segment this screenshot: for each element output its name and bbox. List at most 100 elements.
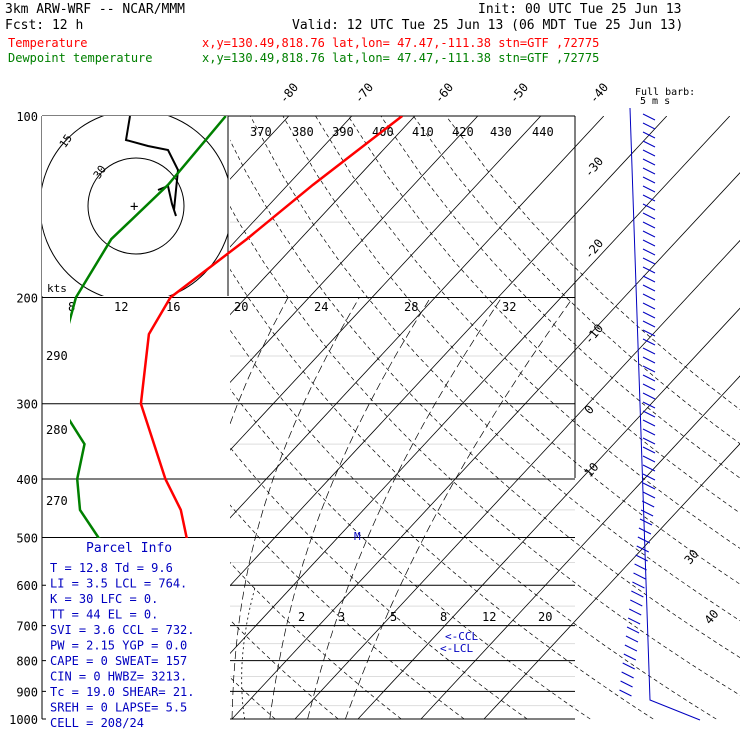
wind-barb — [642, 131, 656, 139]
top-isotherm-label: -70 — [352, 80, 377, 106]
wind-barb — [642, 122, 656, 130]
wind-barb — [642, 383, 656, 391]
hodograph-speed-tick: 32 — [502, 300, 516, 314]
theta-label: 420 — [452, 125, 474, 139]
mixing-ratio-label: 20 — [538, 610, 552, 624]
parcel-info-row: K = 30 LFC = 0. — [50, 592, 158, 606]
wind-barb — [642, 455, 656, 463]
theta-label: 380 — [292, 125, 314, 139]
wind-barb — [642, 320, 656, 328]
wind-barb — [642, 464, 656, 472]
pressure-tick-label: 400 — [16, 473, 38, 487]
wind-barb — [639, 518, 653, 526]
wind-barb — [642, 419, 656, 427]
wind-barb — [642, 176, 656, 184]
forecast-hour: Fcst: 12 h — [5, 18, 83, 33]
wind-barb — [642, 356, 656, 364]
wind-barb — [642, 410, 656, 418]
model-title: 3km ARW-WRF -- NCAR/MMM — [5, 2, 185, 17]
wind-barb — [642, 149, 656, 157]
wind-barb — [642, 482, 656, 490]
pressure-band-shading — [230, 221, 575, 707]
wind-barb — [642, 239, 656, 247]
wind-barb — [642, 113, 656, 121]
hodograph-speed-tick: 28 — [404, 300, 418, 314]
wind-barb — [642, 230, 656, 238]
wind-barb — [642, 446, 656, 454]
wind-barb — [620, 680, 633, 688]
wind-barb — [642, 338, 656, 346]
wind-barb — [623, 653, 637, 661]
theta-label: 410 — [412, 125, 434, 139]
pressure-tick-label: 200 — [16, 292, 38, 306]
wind-barb — [626, 626, 640, 634]
pressure-tick-label: 700 — [16, 620, 38, 634]
wind-barb — [642, 302, 656, 310]
top-isotherm-label: -60 — [432, 80, 457, 106]
hodograph-kts-label: kts — [47, 282, 67, 295]
pressure-tick-label: 300 — [16, 398, 38, 412]
wind-barb — [642, 401, 656, 409]
wind-barb — [642, 428, 656, 436]
pressure-tick-label: 600 — [16, 579, 38, 593]
wind-barb — [637, 536, 651, 544]
wind-barb — [630, 599, 643, 607]
dewpoint-legend-label: Dewpoint temperature — [8, 51, 153, 65]
hodograph-speed-tick: 16 — [166, 300, 180, 314]
wind-barb — [642, 374, 656, 382]
wind-barb — [642, 437, 656, 445]
theta-label: 390 — [332, 125, 354, 139]
wind-barb — [621, 671, 634, 679]
hodograph-center-mark: + — [130, 199, 138, 215]
hodograph-ring-label-30: 30 — [91, 163, 109, 181]
wind-barb — [641, 500, 655, 508]
hodograph-speed-tick: 12 — [114, 300, 128, 314]
wind-barb — [642, 365, 656, 373]
hodograph-speed-tick: 8 — [68, 300, 75, 314]
wind-barb — [632, 581, 645, 589]
parcel-info-row: Tc = 19.0 SHEAR= 21. — [50, 685, 195, 699]
wind-barb — [642, 167, 656, 175]
pressure-tick-label: 900 — [16, 685, 38, 699]
parcel-info-row: LI = 3.5 LCL = 764. — [50, 577, 187, 591]
theta-side-label: 270 — [46, 494, 68, 508]
pressure-tick-label: 100 — [16, 110, 38, 124]
parcel-info-row: T = 12.8 Td = 9.6 — [50, 561, 173, 575]
mixing-ratio-label: 5 — [390, 610, 397, 624]
parcel-info-row: CELL = 208/24 — [50, 716, 144, 730]
wind-barb — [624, 644, 638, 652]
wind-barb — [635, 554, 648, 562]
mixing-ratio-label: 2 — [298, 610, 305, 624]
parcel-info-row: SVI = 3.6 CCL = 732. — [50, 623, 195, 637]
mixing-ratio-label: 8 — [440, 610, 447, 624]
parcel-info-row: TT = 44 EL = 0. — [50, 608, 158, 622]
dewpoint-location: x,y=130.49,818.76 lat,lon= 47.47,-111.38… — [202, 51, 599, 65]
hodograph-speed-tick: 20 — [234, 300, 248, 314]
wind-barb — [636, 545, 649, 553]
right-isotherm-label: 0 — [582, 402, 597, 417]
wind-barb — [642, 203, 656, 211]
wind-barb — [642, 248, 656, 256]
parcel-info-title: Parcel Info — [86, 541, 172, 556]
edge-isotherm-label: 40 — [702, 607, 722, 627]
top-isotherm-label: -40 — [587, 80, 612, 106]
wind-barb — [642, 347, 656, 355]
wind-barb — [642, 194, 656, 202]
wind-barb — [642, 473, 656, 481]
wind-barb — [631, 590, 644, 598]
parcel-info-row: SREH = 0 LAPSE= 5.5 — [50, 701, 187, 715]
edge-isotherm-label: 30 — [682, 547, 702, 567]
wind-barb — [642, 392, 656, 400]
wind-barb — [633, 572, 646, 580]
right-isotherm-label: -20 — [582, 236, 607, 262]
wind-barb — [642, 491, 656, 499]
right-isotherm-label: -30 — [582, 154, 607, 180]
temperature-location: x,y=130.49,818.76 lat,lon= 47.47,-111.38… — [202, 36, 599, 50]
pressure-tick-label: 1000 — [9, 713, 38, 727]
wind-barb — [628, 608, 642, 616]
temperature-legend-label: Temperature — [8, 36, 87, 50]
top-isotherm-label: -80 — [277, 80, 302, 106]
wind-barb — [642, 212, 656, 220]
pressure-tick-label: 800 — [16, 655, 38, 669]
